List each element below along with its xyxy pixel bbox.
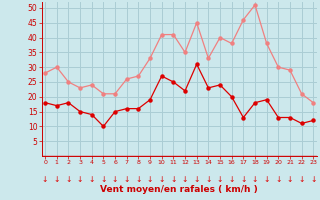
Text: ↓: ↓: [53, 175, 60, 184]
Text: ↓: ↓: [217, 175, 223, 184]
Text: ↓: ↓: [42, 175, 48, 184]
Text: ↓: ↓: [299, 175, 305, 184]
Text: ↓: ↓: [287, 175, 293, 184]
X-axis label: Vent moyen/en rafales ( km/h ): Vent moyen/en rafales ( km/h ): [100, 185, 258, 194]
Text: ↓: ↓: [263, 175, 270, 184]
Text: ↓: ↓: [240, 175, 246, 184]
Text: ↓: ↓: [228, 175, 235, 184]
Text: ↓: ↓: [135, 175, 141, 184]
Text: ↓: ↓: [310, 175, 316, 184]
Text: ↓: ↓: [89, 175, 95, 184]
Text: ↓: ↓: [124, 175, 130, 184]
Text: ↓: ↓: [158, 175, 165, 184]
Text: ↓: ↓: [170, 175, 177, 184]
Text: ↓: ↓: [275, 175, 282, 184]
Text: ↓: ↓: [65, 175, 72, 184]
Text: ↓: ↓: [194, 175, 200, 184]
Text: ↓: ↓: [112, 175, 118, 184]
Text: ↓: ↓: [252, 175, 258, 184]
Text: ↓: ↓: [205, 175, 212, 184]
Text: ↓: ↓: [147, 175, 153, 184]
Text: ↓: ↓: [100, 175, 107, 184]
Text: ↓: ↓: [182, 175, 188, 184]
Text: ↓: ↓: [77, 175, 83, 184]
